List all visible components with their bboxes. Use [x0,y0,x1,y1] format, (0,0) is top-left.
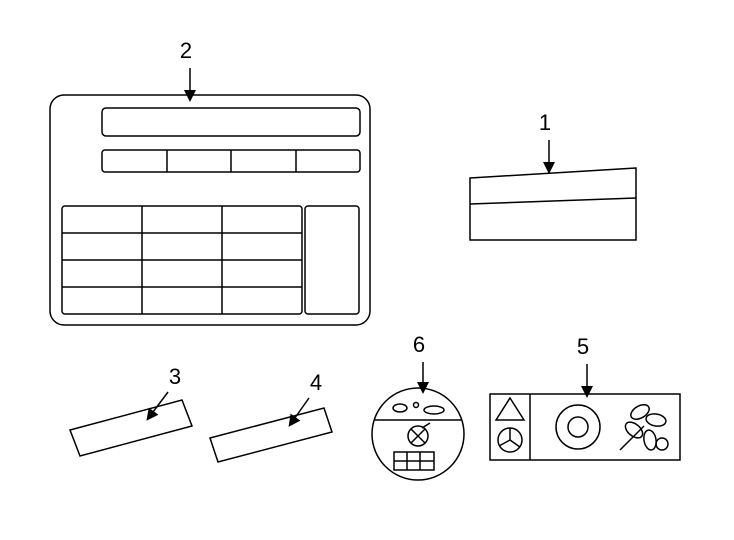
callout-label-1: 1 [539,110,551,135]
part-5-panel [490,394,680,460]
callout-label-2: 2 [180,38,192,63]
part-4-strip [210,408,332,462]
part-2-panel [50,95,370,325]
callout-arrow-4 [292,398,309,422]
part-3-strip [70,400,192,456]
part-1-label [470,168,636,240]
callout-label-4: 4 [310,370,322,395]
callout-label-5: 5 [577,334,589,359]
parts-diagram: 1 2 3 4 5 6 [0,0,734,540]
part-6-circle [372,388,464,480]
callout-label-3: 3 [169,364,181,389]
callout-label-6: 6 [413,332,425,357]
